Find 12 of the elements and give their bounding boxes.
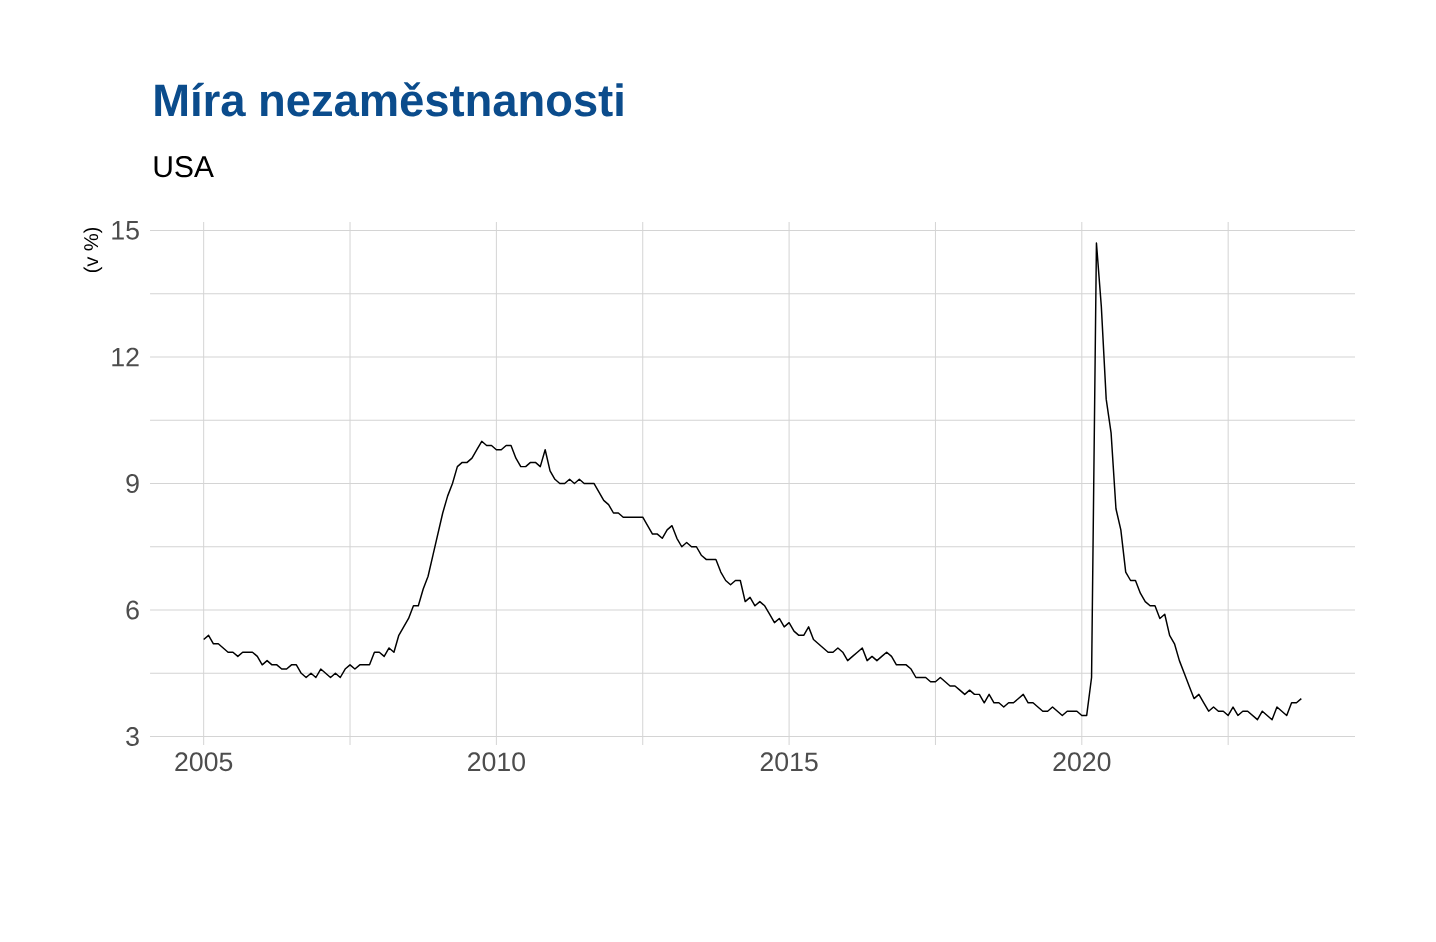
- x-tick-label: 2015: [760, 752, 818, 772]
- y-tick-label: 3: [126, 727, 139, 746]
- y-axis-title: (v %): [83, 227, 103, 273]
- y-tick-label: 6: [126, 600, 139, 620]
- x-tick-label: 2005: [175, 752, 233, 772]
- chart-title: Míra nezaměstnanosti: [155, 82, 623, 117]
- y-tick-label: 12: [112, 347, 139, 367]
- x-tick-label: 2020: [1053, 752, 1111, 772]
- x-tick-label: 2010: [468, 752, 525, 772]
- y-tick-label: 15: [112, 221, 139, 240]
- y-tick-label: 9: [126, 474, 139, 493]
- chart-subtitle: USA: [154, 156, 214, 178]
